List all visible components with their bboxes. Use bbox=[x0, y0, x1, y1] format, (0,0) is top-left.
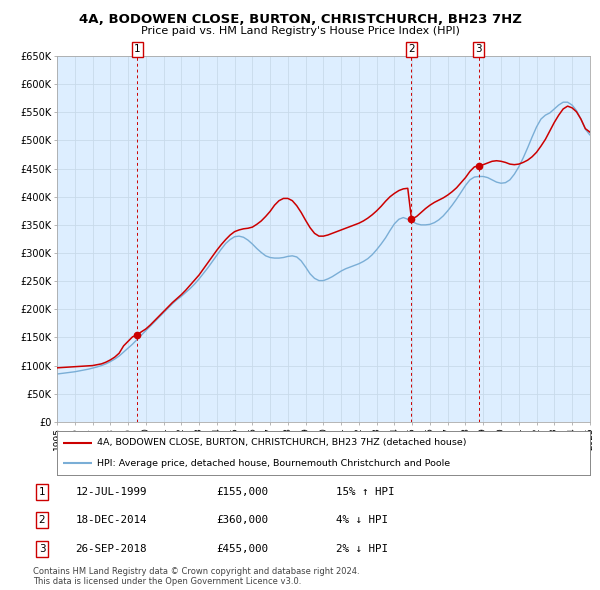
Text: HPI: Average price, detached house, Bournemouth Christchurch and Poole: HPI: Average price, detached house, Bour… bbox=[97, 458, 450, 467]
Text: 2% ↓ HPI: 2% ↓ HPI bbox=[336, 544, 388, 553]
Text: Price paid vs. HM Land Registry's House Price Index (HPI): Price paid vs. HM Land Registry's House … bbox=[140, 26, 460, 36]
Text: 2: 2 bbox=[38, 516, 46, 525]
Text: 1: 1 bbox=[134, 44, 141, 54]
Text: £155,000: £155,000 bbox=[216, 487, 268, 497]
Text: £360,000: £360,000 bbox=[216, 516, 268, 525]
Text: Contains HM Land Registry data © Crown copyright and database right 2024.: Contains HM Land Registry data © Crown c… bbox=[33, 568, 359, 576]
Text: 15% ↑ HPI: 15% ↑ HPI bbox=[336, 487, 395, 497]
Text: 26-SEP-2018: 26-SEP-2018 bbox=[76, 544, 147, 553]
Text: 4A, BODOWEN CLOSE, BURTON, CHRISTCHURCH, BH23 7HZ: 4A, BODOWEN CLOSE, BURTON, CHRISTCHURCH,… bbox=[79, 13, 521, 26]
Text: 4% ↓ HPI: 4% ↓ HPI bbox=[336, 516, 388, 525]
Text: 3: 3 bbox=[38, 544, 46, 553]
Text: 18-DEC-2014: 18-DEC-2014 bbox=[76, 516, 147, 525]
Text: 12-JUL-1999: 12-JUL-1999 bbox=[76, 487, 147, 497]
Text: 2: 2 bbox=[408, 44, 415, 54]
Text: £455,000: £455,000 bbox=[216, 544, 268, 553]
Text: 4A, BODOWEN CLOSE, BURTON, CHRISTCHURCH, BH23 7HZ (detached house): 4A, BODOWEN CLOSE, BURTON, CHRISTCHURCH,… bbox=[97, 438, 466, 447]
Text: 3: 3 bbox=[475, 44, 482, 54]
Text: This data is licensed under the Open Government Licence v3.0.: This data is licensed under the Open Gov… bbox=[33, 578, 301, 586]
Text: 1: 1 bbox=[38, 487, 46, 497]
